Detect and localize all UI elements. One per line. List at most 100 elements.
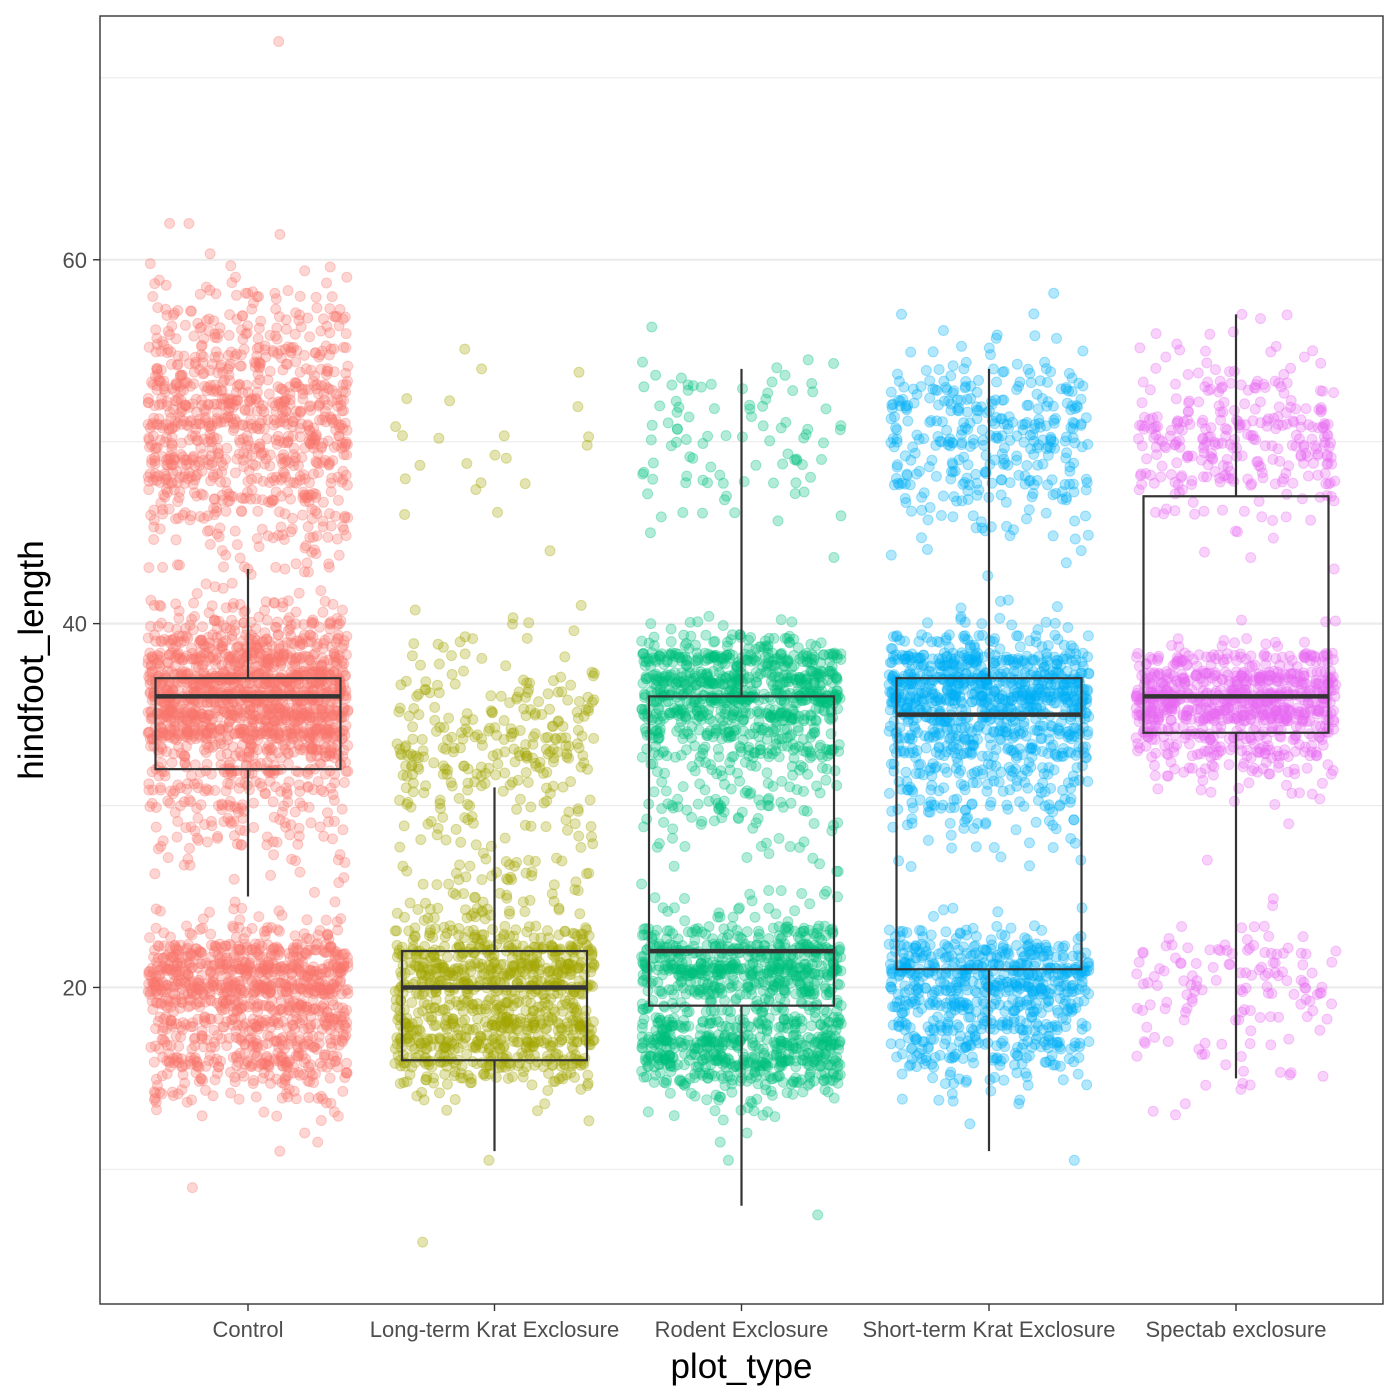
- data-point: [394, 702, 406, 714]
- data-point: [499, 767, 511, 779]
- data-point: [161, 347, 173, 359]
- data-point: [204, 994, 216, 1006]
- data-point: [308, 732, 320, 744]
- data-point: [142, 393, 154, 404]
- data-point: [671, 423, 683, 435]
- data-point: [342, 360, 354, 372]
- data-point: [149, 458, 161, 470]
- data-point: [504, 697, 516, 709]
- data-point: [789, 488, 801, 500]
- data-point: [546, 888, 558, 900]
- data-point: [317, 521, 329, 533]
- data-point: [189, 1040, 201, 1052]
- data-point: [237, 419, 249, 431]
- data-point: [816, 454, 827, 465]
- data-point: [279, 467, 290, 479]
- data-point: [206, 420, 218, 432]
- data-point: [337, 824, 349, 836]
- data-point: [235, 944, 247, 956]
- data-point: [574, 1023, 586, 1035]
- data-point: [428, 1020, 440, 1032]
- data-point: [290, 307, 302, 319]
- data-point: [166, 431, 178, 443]
- data-point: [548, 675, 559, 687]
- data-point: [280, 405, 292, 417]
- data-point: [538, 797, 550, 809]
- data-point: [313, 1005, 325, 1017]
- data-point: [147, 430, 159, 442]
- data-point: [467, 1024, 479, 1036]
- data-point: [203, 459, 215, 471]
- data-point: [666, 379, 678, 391]
- data-point: [143, 484, 155, 496]
- data-point: [828, 552, 840, 563]
- data-point: [205, 475, 217, 487]
- data-point: [478, 929, 490, 941]
- data-point: [220, 785, 232, 797]
- data-point: [401, 393, 413, 405]
- data-point: [220, 549, 232, 561]
- data-point: [155, 784, 166, 796]
- data-point: [254, 438, 266, 450]
- data-point: [408, 638, 420, 650]
- data-point: [204, 642, 216, 654]
- data-point: [281, 358, 293, 370]
- data-point: [683, 411, 695, 423]
- data-point: [647, 473, 659, 485]
- data-point: [397, 769, 409, 781]
- data-point: [338, 341, 350, 353]
- data-point: [490, 769, 502, 781]
- data-point: [234, 914, 246, 926]
- data-point: [245, 414, 257, 426]
- data-point: [671, 406, 683, 418]
- data-point: [805, 471, 816, 483]
- data-point: [519, 478, 531, 490]
- data-point: [157, 1051, 169, 1063]
- data-point: [260, 1014, 272, 1026]
- data-point: [554, 1036, 566, 1048]
- data-point: [514, 725, 526, 736]
- data-point: [231, 289, 242, 301]
- data-point: [764, 435, 776, 447]
- data-point: [391, 925, 403, 937]
- data-point: [211, 413, 223, 425]
- data-point: [234, 360, 246, 372]
- data-point: [583, 702, 594, 714]
- data-point: [572, 724, 584, 736]
- data-point: [202, 436, 214, 448]
- data-point: [645, 434, 657, 446]
- data-point: [262, 658, 274, 670]
- data-point: [708, 403, 720, 415]
- data-point: [245, 493, 257, 505]
- data-point: [297, 492, 309, 504]
- data-point: [194, 924, 206, 935]
- data-point: [154, 476, 166, 488]
- data-point: [177, 711, 189, 723]
- data-point: [273, 506, 285, 518]
- data-point: [256, 940, 268, 952]
- data-point: [315, 585, 327, 597]
- data-point: [275, 785, 287, 797]
- data-point: [150, 442, 162, 454]
- data-point: [275, 1051, 287, 1063]
- data-point: [431, 879, 443, 891]
- data-point: [161, 1039, 173, 1051]
- data-point: [394, 841, 406, 853]
- data-point: [322, 531, 334, 543]
- data-point: [650, 369, 662, 381]
- data-point: [214, 362, 226, 373]
- data-point: [245, 725, 257, 737]
- data-point: [317, 457, 329, 468]
- data-point: [569, 884, 581, 896]
- data-point: [206, 459, 218, 471]
- data-point: [166, 443, 178, 455]
- data-point: [203, 325, 215, 337]
- data-point: [575, 841, 587, 853]
- data-point: [175, 418, 187, 430]
- data-point: [462, 777, 474, 789]
- data-point: [248, 822, 260, 833]
- data-point: [646, 419, 658, 431]
- data-point: [184, 842, 195, 854]
- data-point: [514, 793, 526, 805]
- data-point: [203, 784, 214, 796]
